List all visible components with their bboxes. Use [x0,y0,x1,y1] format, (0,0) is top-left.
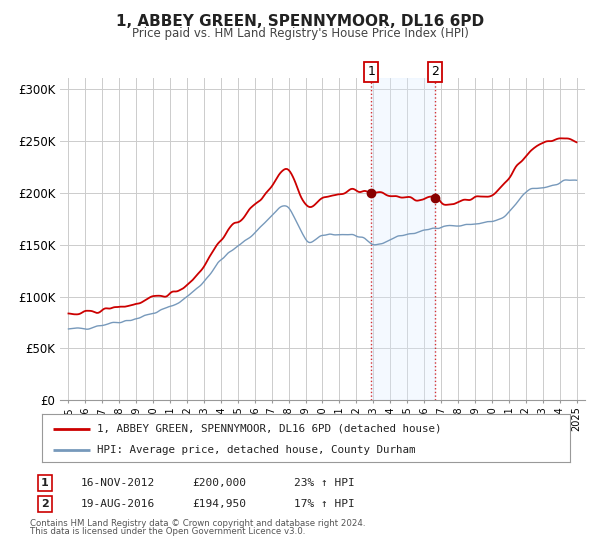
Text: £200,000: £200,000 [192,478,246,488]
Text: 1, ABBEY GREEN, SPENNYMOOR, DL16 6PD: 1, ABBEY GREEN, SPENNYMOOR, DL16 6PD [116,14,484,29]
Text: 2: 2 [431,66,439,78]
Text: 17% ↑ HPI: 17% ↑ HPI [294,499,355,509]
Text: This data is licensed under the Open Government Licence v3.0.: This data is licensed under the Open Gov… [30,528,305,536]
Text: Price paid vs. HM Land Registry's House Price Index (HPI): Price paid vs. HM Land Registry's House … [131,27,469,40]
Text: HPI: Average price, detached house, County Durham: HPI: Average price, detached house, Coun… [97,445,416,455]
Text: 19-AUG-2016: 19-AUG-2016 [81,499,155,509]
Text: 1: 1 [41,478,49,488]
Text: 2: 2 [41,499,49,509]
Bar [371,78,435,400]
Text: £194,950: £194,950 [192,499,246,509]
Text: 23% ↑ HPI: 23% ↑ HPI [294,478,355,488]
Text: Contains HM Land Registry data © Crown copyright and database right 2024.: Contains HM Land Registry data © Crown c… [30,519,365,528]
Text: 16-NOV-2012: 16-NOV-2012 [81,478,155,488]
Text: 1: 1 [367,66,375,78]
Text: 1, ABBEY GREEN, SPENNYMOOR, DL16 6PD (detached house): 1, ABBEY GREEN, SPENNYMOOR, DL16 6PD (de… [97,424,442,433]
